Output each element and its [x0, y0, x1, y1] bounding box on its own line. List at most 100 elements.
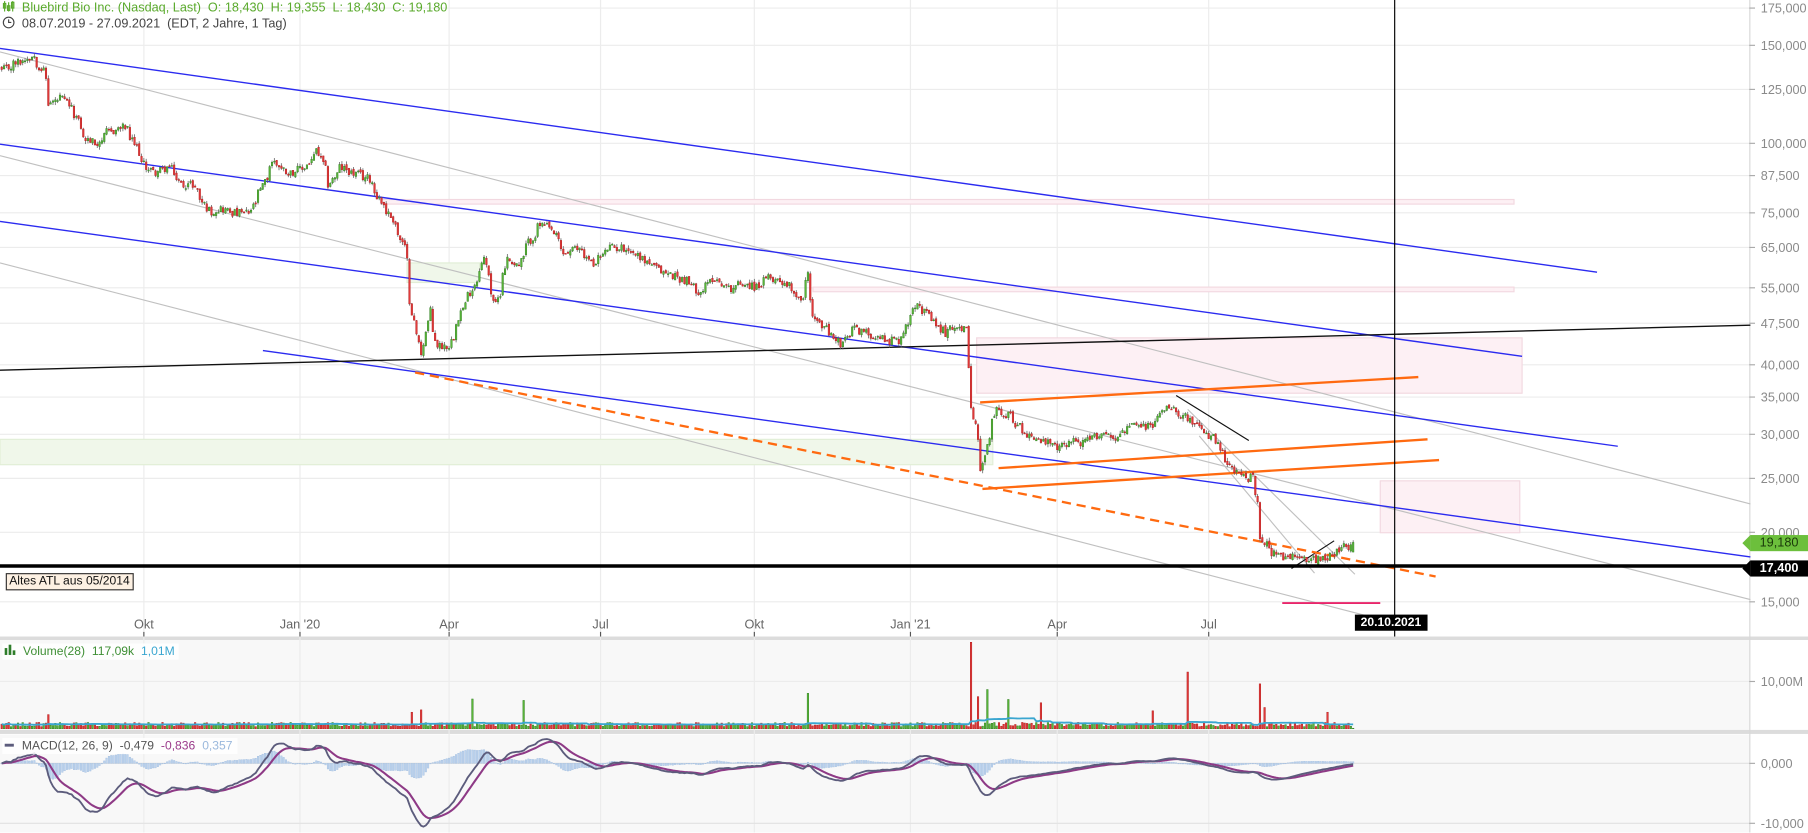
candle-body-down [1347, 544, 1350, 550]
volume-bar [1165, 724, 1168, 729]
macd-histogram-bar [1275, 763, 1278, 766]
candle-body-down [96, 143, 99, 146]
volume-bar [1349, 725, 1352, 729]
candle [1023, 431, 1026, 435]
macd-histogram-bar [683, 763, 686, 765]
volume-bar [932, 725, 935, 729]
macd-histogram-bar [702, 763, 705, 765]
macd-histogram-bar [1291, 761, 1294, 764]
macd-histogram-bar [1002, 759, 1005, 764]
volume-bar [548, 725, 551, 729]
candle [378, 194, 381, 201]
candle [604, 247, 607, 257]
volume-bar [1333, 722, 1336, 729]
candle [1207, 430, 1210, 439]
candle [10, 66, 13, 74]
candle [846, 335, 849, 340]
macd-histogram-bar [820, 763, 823, 769]
macd-histogram-bar [1193, 763, 1196, 766]
candle-body-up [1046, 439, 1049, 445]
candle-body-up [1303, 556, 1306, 559]
candle-body-up [1084, 438, 1087, 443]
candle [1282, 552, 1285, 561]
candle [224, 206, 227, 214]
macd-histogram-bar [1086, 761, 1089, 764]
volume-bar [718, 725, 721, 729]
volume-bar [1265, 726, 1268, 729]
candle-body-up [569, 250, 572, 256]
candle-body-down [1207, 433, 1210, 439]
volume-axis-label: 10,00M [1761, 675, 1803, 689]
candle-body-down [82, 128, 85, 138]
volume-bar [813, 724, 816, 729]
candle-body-down [1244, 473, 1248, 479]
macd-histogram-bar [837, 763, 840, 767]
candle [879, 334, 882, 340]
candle [1172, 405, 1175, 409]
macd-histogram-bar [974, 763, 977, 775]
volume-bar [70, 724, 73, 729]
macd-histogram-bar [107, 756, 110, 764]
volume-bar [869, 726, 872, 729]
candle-body-down [152, 166, 155, 171]
volume-bar [1203, 722, 1206, 729]
candle-body-up [669, 272, 672, 274]
macd-histogram-bar [450, 756, 453, 764]
candle [1286, 553, 1289, 559]
candle [1086, 434, 1089, 442]
volume-bar [683, 724, 686, 729]
candle [396, 222, 399, 237]
candle [1326, 555, 1329, 563]
macd-histogram-bar [1179, 763, 1182, 765]
volume-bar [515, 726, 518, 729]
candle [566, 250, 569, 254]
volume-bar [1352, 727, 1355, 729]
volume-bar [387, 722, 390, 729]
candle-body-down [867, 328, 870, 336]
candle [203, 201, 206, 206]
macd-histogram-bar [119, 754, 122, 764]
annotation-label[interactable]: Altes ATL aus 05/2014 [5, 573, 134, 591]
macd-value: -0,479 [119, 739, 155, 753]
candle [697, 289, 700, 296]
candle-body-down [1053, 442, 1056, 445]
volume-bar [1214, 726, 1217, 729]
macd-histogram-bar [1282, 763, 1285, 765]
macd-histogram-bar [86, 763, 89, 772]
volume-bar [189, 725, 192, 729]
macd-histogram-bar [573, 763, 576, 770]
candle [1338, 545, 1341, 555]
date-range[interactable]: 08.07.2019 - 27.09.2021 [21, 17, 161, 32]
macd-axis-label: 0,000 [1761, 757, 1793, 771]
candle-body-up [329, 182, 332, 187]
volume-bar [1172, 724, 1175, 729]
candle-body-up [270, 162, 274, 167]
candle [1044, 437, 1047, 446]
macd-histogram-bar [26, 760, 29, 764]
candle [545, 221, 548, 225]
macd-histogram-bar [396, 763, 399, 771]
candle-body-up [825, 325, 828, 328]
macd-histogram-bar [1263, 763, 1266, 767]
candle [75, 114, 78, 120]
candle [273, 158, 276, 165]
candle [767, 272, 770, 280]
macd-histogram-bar [466, 749, 469, 764]
macd-histogram-bar [133, 760, 136, 764]
volume-label[interactable]: Volume(28) [23, 644, 85, 659]
candle [117, 126, 120, 132]
volume-bar [720, 722, 723, 729]
macd-histogram-bar [422, 763, 425, 776]
macd-label[interactable]: MACD(12, 26, 9) [21, 739, 113, 753]
volume-bar [538, 723, 541, 729]
candle [222, 205, 225, 215]
volume-bar [534, 725, 537, 729]
candle-body-down [1200, 425, 1203, 429]
macd-histogram-bar [1091, 761, 1094, 764]
candle-body-up [534, 237, 537, 241]
macd-histogram-bar [1247, 763, 1250, 765]
candle-body-down [177, 179, 180, 181]
candle-body-down [1289, 554, 1292, 559]
candle [1265, 538, 1268, 549]
